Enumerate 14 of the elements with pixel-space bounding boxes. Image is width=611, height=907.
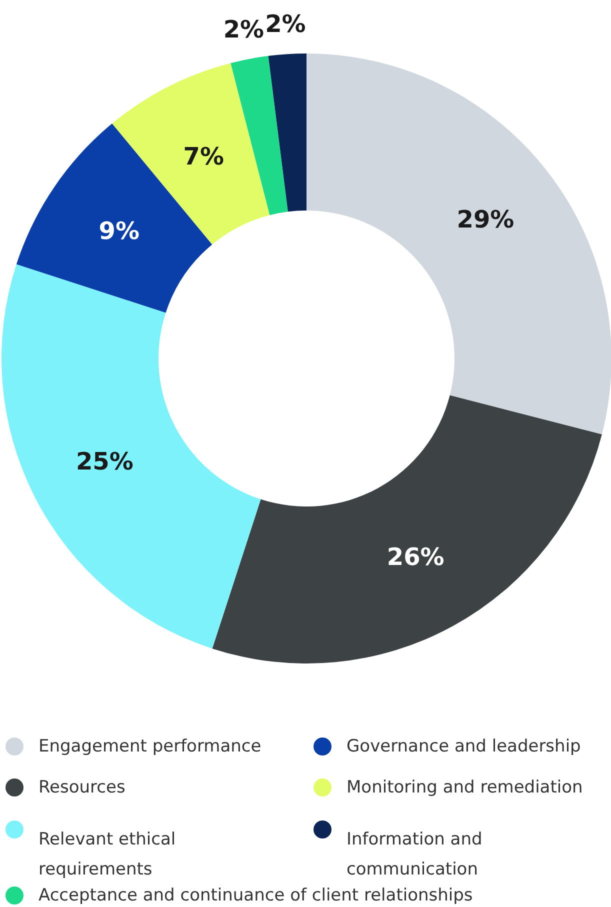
data-label: 26% <box>386 542 444 571</box>
data-label: 7% <box>183 142 224 171</box>
legend-label: Resources <box>38 778 126 798</box>
legend-label: Relevant ethical requirements <box>38 830 176 880</box>
data-label: 25% <box>76 447 134 476</box>
legend-label: Governance and leadership <box>346 736 581 756</box>
legend-label: Engagement performance <box>38 736 262 756</box>
legend-label: Information and communication <box>346 830 482 880</box>
legend-label: Monitoring and remediation <box>346 778 583 798</box>
data-label: 2% <box>265 10 306 38</box>
data-label: 29% <box>456 206 514 234</box>
data-label: 2% <box>223 15 264 44</box>
data-label: 9% <box>98 217 140 246</box>
legend-label: Acceptance and continuance of client relationships <box>38 886 473 906</box>
